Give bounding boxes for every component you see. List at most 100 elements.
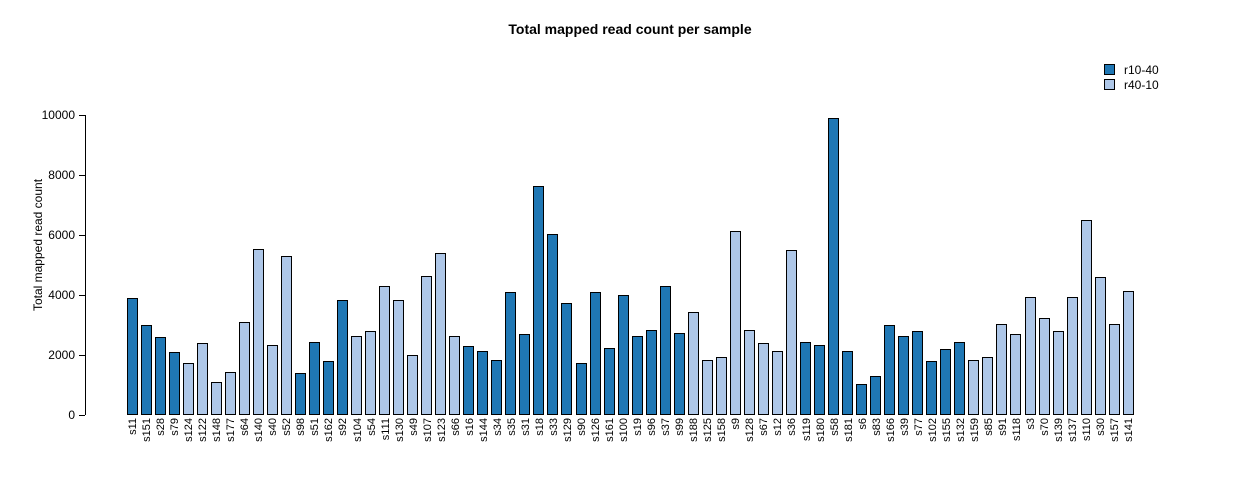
bar-slot: s148 bbox=[209, 115, 223, 442]
x-tick-label: s52 bbox=[281, 418, 294, 436]
bar-slot: s144 bbox=[476, 115, 490, 442]
bar-slot: s137 bbox=[1065, 115, 1079, 442]
chart-title: Total mapped read count per sample bbox=[508, 21, 752, 37]
bar-slot: s77 bbox=[911, 115, 925, 436]
x-tick-label: s128 bbox=[744, 418, 757, 442]
bar-s157 bbox=[1108, 323, 1120, 415]
x-tick-label: s159 bbox=[968, 418, 981, 442]
legend-swatch-icon bbox=[1104, 79, 1115, 90]
bar-s141 bbox=[1122, 290, 1134, 415]
x-tick-label: s122 bbox=[197, 418, 210, 442]
x-tick-label: s151 bbox=[141, 418, 154, 442]
bar-s128 bbox=[743, 329, 755, 415]
x-tick-label: s18 bbox=[533, 418, 546, 436]
bar-s119 bbox=[800, 341, 812, 415]
bar-s54 bbox=[365, 331, 377, 415]
bar-slot: s158 bbox=[714, 115, 728, 442]
x-tick-label: s155 bbox=[940, 418, 953, 442]
bar-slot: s126 bbox=[588, 115, 602, 442]
x-tick-label: s28 bbox=[155, 418, 168, 436]
bar-slot: s31 bbox=[518, 115, 532, 436]
bar-slot: s123 bbox=[434, 115, 448, 442]
bar-slot: s122 bbox=[195, 115, 209, 442]
bar-slot: s35 bbox=[504, 115, 518, 436]
bar-s140 bbox=[252, 248, 264, 415]
bar-s34 bbox=[491, 359, 503, 415]
bar-slot: s99 bbox=[672, 115, 686, 436]
bar-s83 bbox=[870, 376, 882, 415]
bar-s118 bbox=[1010, 334, 1022, 415]
x-tick-label: s139 bbox=[1053, 418, 1066, 442]
bar-s139 bbox=[1052, 331, 1064, 415]
bar-s36 bbox=[785, 250, 797, 415]
legend-label: r10-40 bbox=[1124, 62, 1159, 77]
bar-slot: s67 bbox=[756, 115, 770, 436]
y-tick bbox=[79, 114, 85, 116]
bar-slot: s119 bbox=[799, 115, 813, 441]
x-tick-label: s180 bbox=[814, 418, 827, 442]
bar-slot: s33 bbox=[546, 115, 560, 436]
bar-slot: s37 bbox=[658, 115, 672, 436]
x-tick-label: s157 bbox=[1109, 418, 1122, 442]
bar-s104 bbox=[351, 335, 363, 415]
x-tick-label: s141 bbox=[1123, 418, 1136, 442]
bar-s144 bbox=[477, 350, 489, 415]
x-tick-label: s64 bbox=[239, 418, 252, 436]
bar-slot: s96 bbox=[644, 115, 658, 436]
bar-slot: s83 bbox=[869, 115, 883, 436]
x-tick-label: s107 bbox=[421, 418, 434, 442]
bar-slot: s98 bbox=[293, 115, 307, 436]
bar-slot: s19 bbox=[630, 115, 644, 436]
y-tick-label: 8000 bbox=[48, 168, 75, 182]
bar-s18 bbox=[533, 185, 545, 415]
bar-slot: s155 bbox=[939, 115, 953, 442]
bar-s77 bbox=[912, 331, 924, 415]
bar-slot: s159 bbox=[967, 115, 981, 442]
bar-s9 bbox=[729, 230, 741, 415]
bar-s35 bbox=[505, 292, 517, 415]
bar-s123 bbox=[435, 253, 447, 415]
bar-s110 bbox=[1080, 220, 1092, 415]
y-tick-label: 10000 bbox=[41, 108, 75, 122]
x-tick-label: s125 bbox=[702, 418, 715, 442]
bar-s180 bbox=[814, 344, 826, 415]
bar-s124 bbox=[182, 362, 194, 415]
x-tick-label: s51 bbox=[309, 418, 322, 436]
bar-slot: s104 bbox=[350, 115, 364, 442]
bar-s28 bbox=[154, 337, 166, 415]
bar-s33 bbox=[547, 233, 559, 415]
x-tick-label: s77 bbox=[912, 418, 925, 436]
y-tick-label: 2000 bbox=[48, 348, 75, 362]
bar-s19 bbox=[631, 335, 643, 415]
x-tick-label: s49 bbox=[407, 418, 420, 436]
bar-s148 bbox=[210, 382, 222, 415]
x-tick-label: s188 bbox=[688, 418, 701, 442]
x-tick-label: s161 bbox=[604, 418, 617, 442]
x-tick-label: s79 bbox=[169, 418, 182, 436]
x-tick-label: s30 bbox=[1095, 418, 1108, 436]
x-tick-label: s31 bbox=[519, 418, 532, 436]
bar-s126 bbox=[589, 292, 601, 415]
bar-s188 bbox=[687, 311, 699, 415]
bar-slot: s12 bbox=[770, 115, 784, 436]
bar-s31 bbox=[519, 334, 531, 415]
x-tick-label: s19 bbox=[632, 418, 645, 436]
x-tick-label: s11 bbox=[127, 418, 140, 435]
bar-s130 bbox=[393, 299, 405, 415]
bar-slot: s92 bbox=[335, 115, 349, 436]
x-tick-label: s158 bbox=[716, 418, 729, 442]
bar-slot: s51 bbox=[307, 115, 321, 436]
bar-s111 bbox=[379, 286, 391, 415]
x-tick-label: s98 bbox=[295, 418, 308, 436]
bar-s177 bbox=[224, 371, 236, 415]
x-tick-label: s34 bbox=[491, 418, 504, 436]
x-tick-label: s40 bbox=[267, 418, 280, 436]
x-tick-label: s123 bbox=[435, 418, 448, 442]
bar-s102 bbox=[926, 361, 938, 415]
bar-slot: s162 bbox=[321, 115, 335, 442]
bar-slot: s85 bbox=[981, 115, 995, 436]
legend: r10-40 r40-10 bbox=[1104, 62, 1159, 92]
bar-s37 bbox=[659, 286, 671, 415]
x-tick-label: s100 bbox=[618, 418, 631, 442]
